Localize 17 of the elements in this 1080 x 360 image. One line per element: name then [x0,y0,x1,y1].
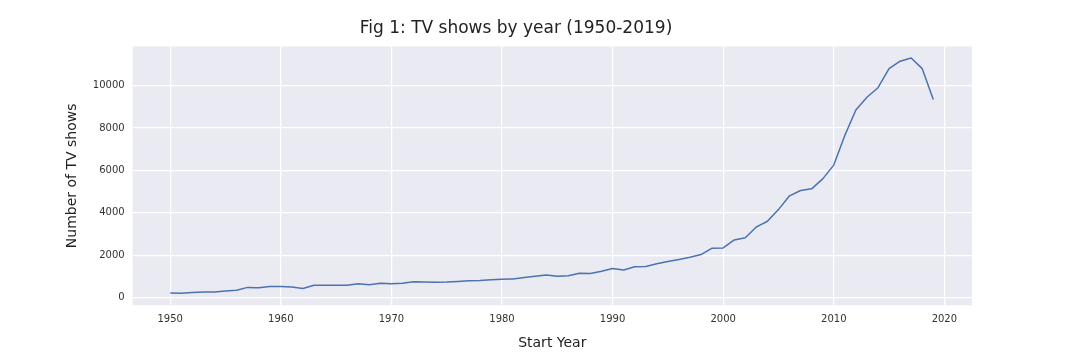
y-tick-label: 4000 [99,206,125,218]
y-tick-label: 8000 [99,121,125,133]
chart-title: Fig 1: TV shows by year (1950-2019) [359,16,673,37]
x-tick-label: 2020 [931,312,958,324]
x-tick-label: 2000 [710,312,736,324]
y-tick-label: 2000 [99,248,125,260]
x-tick-label: 1950 [157,312,183,324]
y-tick-label: 6000 [99,163,125,175]
x-tick-label: 1980 [489,312,515,324]
y-tick-label: 0 [118,291,125,303]
x-tick-label: 1960 [268,312,294,324]
y-axis-title: Number of TV shows [63,103,80,249]
x-tick-label: 2010 [821,312,847,324]
x-axis-title: Start Year [518,334,587,351]
y-tick-label: 10000 [92,79,125,91]
x-tick-label: 1990 [599,312,626,324]
x-tick-label: 1970 [378,312,405,324]
